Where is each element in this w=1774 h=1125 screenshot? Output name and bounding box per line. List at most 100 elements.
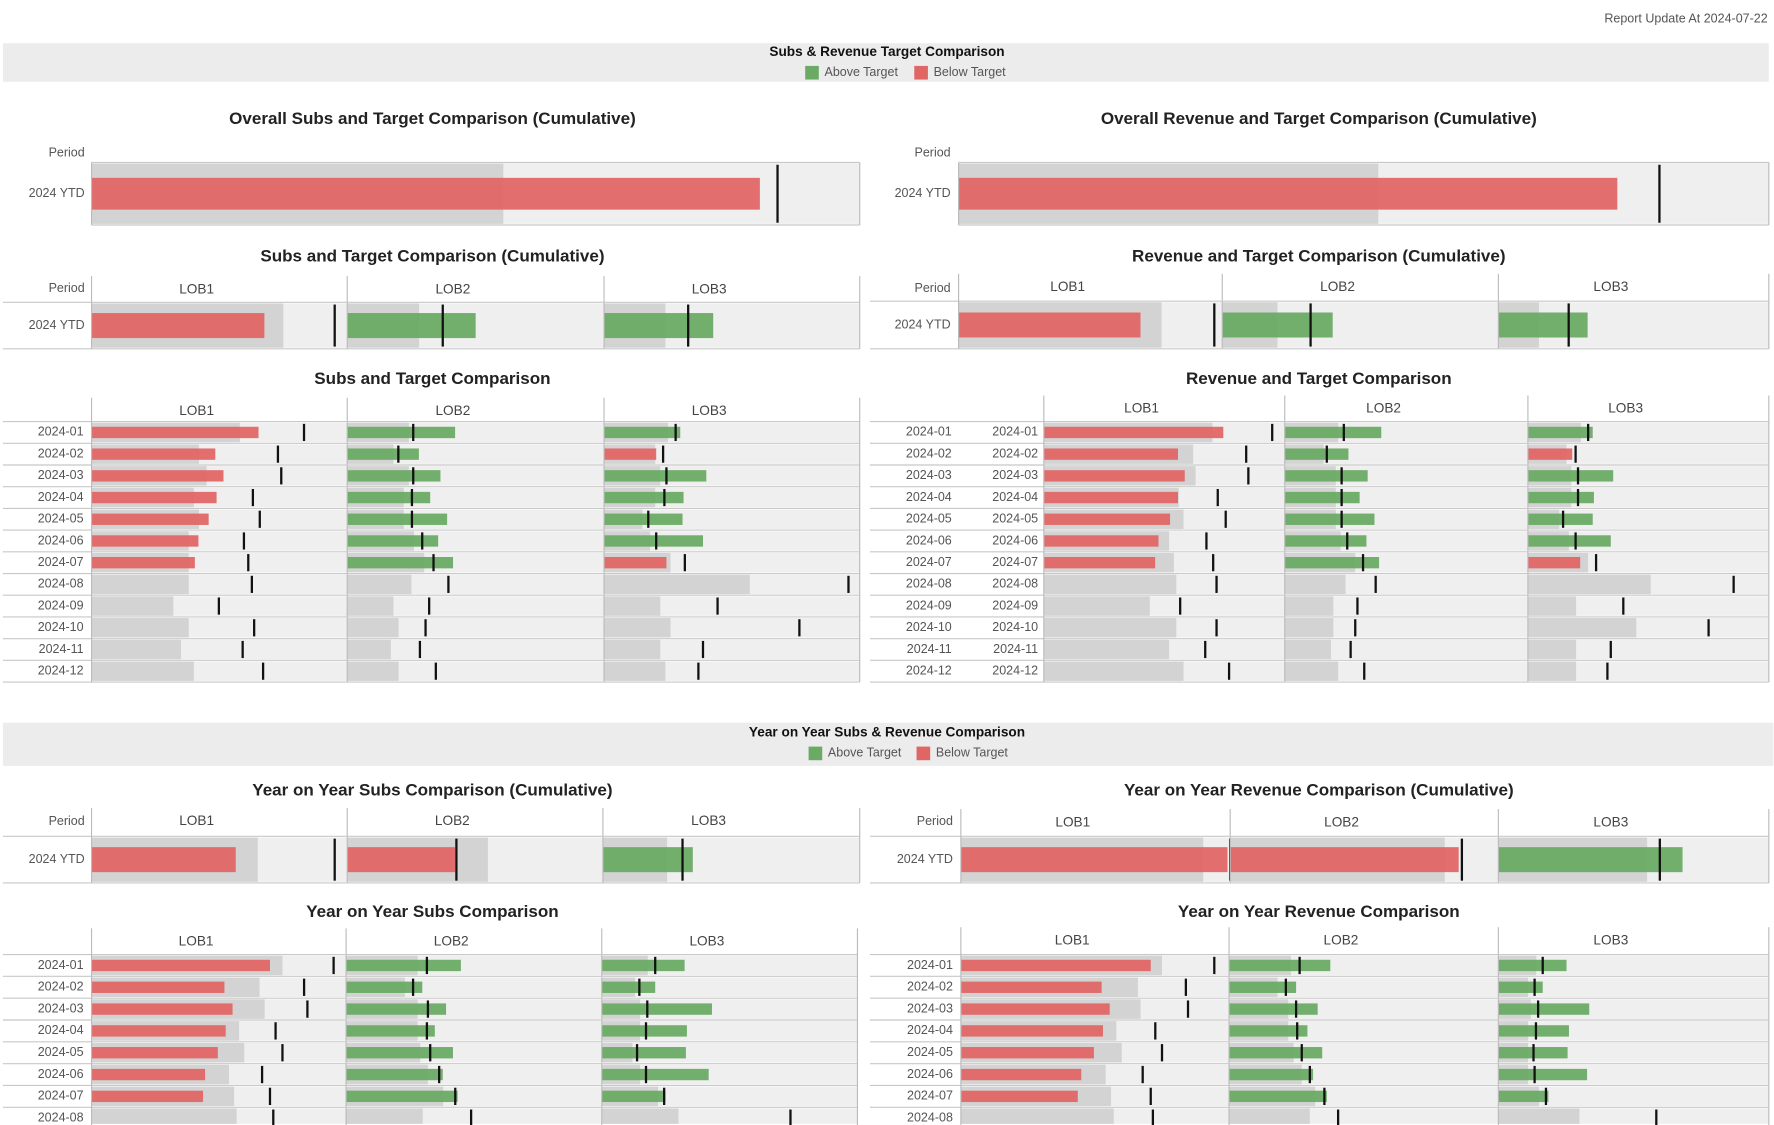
period-label: 2024 YTD (29, 852, 85, 866)
bar (601, 1003, 712, 1015)
bar (346, 959, 461, 972)
bar (1498, 1003, 1590, 1015)
period-label: 2024-06 (907, 1067, 953, 1081)
bar (960, 847, 1228, 873)
period-label: 2024-02 (38, 446, 84, 460)
bar (347, 491, 431, 504)
range-band (347, 661, 399, 681)
bar (1527, 556, 1581, 569)
legend-label: Above Target (828, 746, 902, 760)
chart-title: Year on Year Revenue Comparison (1178, 902, 1460, 921)
bar (1527, 470, 1614, 482)
section-title: Year on Year Subs & Revenue Comparison (749, 725, 1025, 740)
legend-swatch (916, 746, 931, 761)
range-band (1043, 661, 1184, 681)
period-label: 2024-05 (38, 512, 84, 526)
lob-header: LOB1 (1055, 933, 1090, 948)
lob-header: LOB3 (1593, 814, 1628, 829)
range-band (1527, 574, 1651, 595)
range-band (1527, 618, 1637, 638)
period-label: 2024-08 (907, 1110, 953, 1124)
bar (1043, 556, 1156, 569)
bar (347, 426, 456, 439)
bar (91, 1003, 233, 1015)
bar (91, 491, 217, 504)
bar (1229, 959, 1331, 972)
period-label: 2024-04 (906, 490, 952, 504)
range-band (91, 639, 182, 660)
bar (958, 312, 1141, 338)
bar (347, 535, 439, 547)
lob-header: LOB3 (1593, 279, 1628, 294)
range-band (604, 639, 661, 660)
range-band (1043, 618, 1177, 638)
period-label: 2024-09 (906, 598, 952, 612)
period-label: 2024-07 (906, 555, 952, 569)
legend-swatch (805, 65, 819, 80)
bar (347, 313, 476, 339)
range-band (1284, 574, 1346, 595)
range-band (604, 596, 661, 616)
bar (346, 1003, 447, 1015)
legend-label: Above Target (825, 65, 899, 79)
bar (346, 1090, 458, 1103)
bar (604, 426, 681, 439)
period-label: 2024-03 (906, 468, 952, 482)
bar (604, 491, 684, 504)
chart-title: Revenue and Target Comparison (1186, 369, 1452, 388)
chart-title: Overall Revenue and Target Comparison (C… (1101, 109, 1537, 128)
bar (91, 513, 209, 525)
period-label: 2024-01 (38, 425, 84, 439)
period-header: Period (49, 281, 85, 295)
bar (91, 1068, 206, 1081)
bar (1284, 448, 1349, 460)
row-background (347, 639, 605, 660)
period-label: 2024-06 (906, 533, 952, 547)
bar (604, 556, 667, 569)
lob-header: LOB3 (1593, 933, 1628, 948)
period-header: Period (917, 814, 953, 828)
period-label: 2024-01 (907, 958, 953, 972)
bar (1284, 470, 1368, 482)
bar (601, 1090, 666, 1103)
range-band (1527, 661, 1577, 681)
bar (1498, 959, 1567, 972)
bar (91, 1047, 218, 1059)
bar (1527, 535, 1611, 547)
period-label: 2024-09 (38, 598, 84, 612)
bar (601, 1068, 709, 1081)
bar (346, 1047, 453, 1059)
bar (1498, 312, 1588, 338)
lob-header: LOB2 (435, 813, 470, 828)
row-background (1284, 639, 1528, 660)
bar (604, 448, 657, 460)
range-band (1043, 574, 1177, 595)
lob-header: LOB3 (691, 813, 726, 828)
bar (1230, 847, 1459, 873)
period-label: 2024-08 (906, 577, 952, 591)
period-label: 2024 YTD (895, 317, 951, 331)
bar (347, 470, 441, 482)
row-background (1527, 444, 1769, 464)
lob-header: LOB3 (1608, 401, 1643, 416)
period-label: 2024-07 (907, 1089, 953, 1103)
row-background (1527, 596, 1769, 616)
period-label: 2024-04 (38, 1023, 84, 1037)
row-background (604, 661, 860, 681)
period-label: 2024-04 (992, 490, 1038, 504)
bar (960, 959, 1151, 972)
bar (960, 1047, 1094, 1059)
range-band (91, 1108, 237, 1124)
section-banner (2, 722, 1774, 766)
period-label: 2024-07 (992, 555, 1038, 569)
period-label: 2024 YTD (29, 318, 85, 332)
period-label: 2024-05 (992, 512, 1038, 526)
period-label: 2024-11 (907, 642, 952, 656)
lob-header: LOB2 (434, 934, 469, 949)
range-band (1043, 639, 1170, 660)
range-band (1043, 596, 1150, 616)
bar (601, 959, 685, 972)
row-background (604, 639, 860, 660)
bar (1043, 426, 1224, 439)
range-band (604, 574, 750, 595)
